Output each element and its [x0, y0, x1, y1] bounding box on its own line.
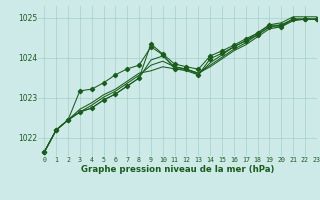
X-axis label: Graphe pression niveau de la mer (hPa): Graphe pression niveau de la mer (hPa) — [81, 165, 274, 174]
